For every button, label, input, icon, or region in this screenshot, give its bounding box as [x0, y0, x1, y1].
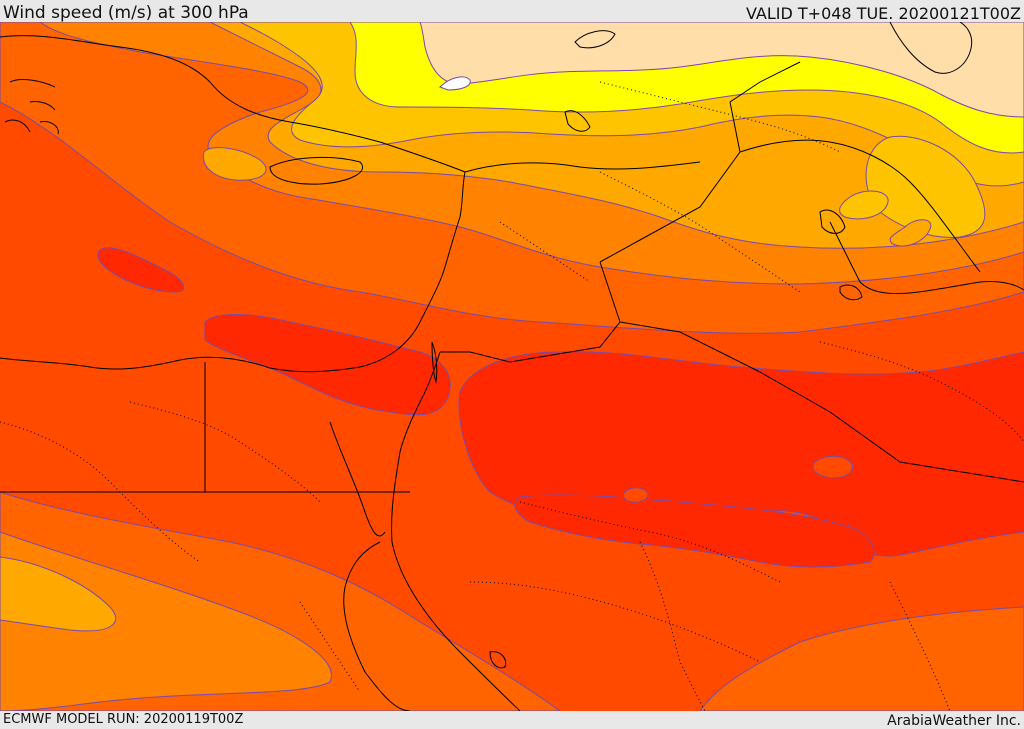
lake-van: [574, 30, 616, 49]
dotted-boundary-11: [499, 221, 591, 283]
internal-boundaries: [0, 81, 1024, 711]
figure-title: Wind speed (m/s) at 300 hPa: [3, 3, 249, 23]
saudi-kuwait-border: [619, 321, 1024, 483]
lake-urmia: [564, 110, 591, 132]
dotted-boundary-10: [299, 601, 361, 693]
band-orange-ring-small: [812, 455, 854, 479]
levant-coast: [419, 171, 466, 323]
band-red-west-small: [97, 247, 185, 293]
band-deep-orange-se: [699, 606, 1024, 711]
syria-turkey-border: [464, 161, 701, 173]
jordan-border: [440, 261, 621, 363]
sinai-east: [399, 351, 441, 453]
iraq-iran-border: [739, 139, 981, 273]
dotted-boundary-6: [819, 341, 1024, 443]
saudi-iraq-border: [599, 61, 801, 263]
header-bar: [0, 0, 1024, 22]
sinai-west: [329, 421, 386, 537]
gulf-islands: [819, 209, 863, 301]
dotted-boundary-8: [889, 581, 951, 711]
aegean-islands: [4, 79, 59, 135]
valid-time: VALID T+048 TUE. 20200121T00Z: [745, 4, 1021, 23]
caspian-outline: [889, 22, 973, 74]
band-red-west: [204, 314, 451, 416]
dotted-boundary-9: [639, 541, 706, 711]
persian-gulf-coast: [829, 221, 1024, 295]
band-gold-east-patch: [865, 135, 986, 238]
band-peach-north: [419, 22, 1024, 118]
dead-sea: [431, 341, 438, 384]
band-white-patch: [439, 76, 471, 91]
turkey-south-coast: [0, 35, 466, 173]
band-red-south: [514, 494, 875, 568]
red-sea-west: [343, 541, 411, 711]
model-run-label: ECMWF MODEL RUN: 20200119T00Z: [3, 712, 244, 727]
band-amber-blob-1: [202, 147, 267, 181]
footer-bar: [0, 711, 1024, 729]
band-orange-ring-small-2: [622, 487, 649, 503]
dotted-boundary-2: [0, 421, 201, 563]
dotted-boundary-3: [469, 581, 761, 663]
band-gold-east-blob: [839, 190, 889, 220]
red-sea-islands: [489, 651, 507, 669]
cyprus-outline: [269, 156, 363, 185]
borders: [0, 22, 1024, 711]
red-sea-east: [391, 451, 521, 711]
band-amber-east-patch: [889, 219, 932, 247]
credit-label: ArabiaWeather Inc.: [887, 713, 1021, 729]
band-amber-sw: [0, 556, 117, 632]
north-africa-coast: [0, 321, 421, 373]
wind-speed-map: [0, 22, 1024, 711]
band-orange-sw: [0, 531, 332, 711]
